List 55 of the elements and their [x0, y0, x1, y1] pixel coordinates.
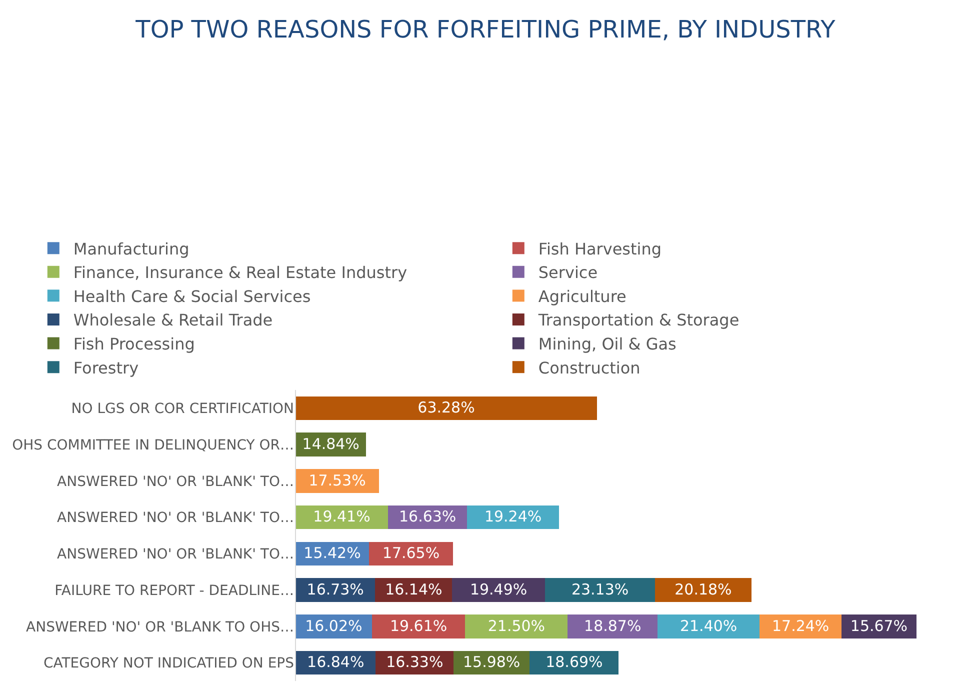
data-label: 21.50% — [488, 616, 546, 635]
bar — [296, 469, 380, 493]
legend-label: Forestry — [73, 358, 139, 378]
legend-label: Transportation & Storage — [537, 310, 740, 330]
y-tick-label: OHS COMMITTEE IN DELINQUENCY OR… — [12, 437, 294, 454]
data-label: 14.84% — [302, 434, 360, 453]
y-tick-label: FAILURE TO REPORT - DEADLINE… — [54, 582, 294, 599]
data-label: 19.49% — [470, 580, 528, 598]
y-tick-label: ANSWERED 'NO' OR 'BLANK TO OHS… — [26, 619, 294, 636]
legend-label: Finance, Insurance & Real Estate Industry — [73, 263, 408, 282]
legend-label: Health Care & Social Services — [73, 286, 311, 306]
data-label: 17.65% — [382, 544, 440, 562]
legend-label: Fish Harvesting — [538, 239, 662, 258]
legend-label: Agriculture — [538, 286, 626, 306]
data-label: 19.61% — [390, 616, 448, 635]
data-label: 16.84% — [307, 653, 364, 672]
y-tick-label: NO LGS OR COR CERTIFICATION — [71, 401, 294, 418]
data-label: 15.98% — [463, 653, 520, 672]
y-tick-label: ANSWERED 'NO' OR 'BLANK' TO… — [57, 510, 294, 526]
bar — [658, 614, 760, 638]
data-label: 16.33% — [386, 653, 444, 672]
data-label: 16.63% — [399, 508, 456, 526]
bar — [452, 578, 545, 602]
legend-label: Service — [538, 263, 598, 282]
data-label: 63.28% — [418, 398, 475, 417]
legend-label: Construction — [538, 358, 640, 378]
data-label: 16.02% — [305, 616, 362, 635]
y-tick-label: CATEGORY NOT INDICATIED ON EPS — [43, 656, 294, 672]
bar — [296, 396, 597, 420]
bar — [372, 614, 466, 638]
legend-label: Manufacturing — [73, 239, 190, 258]
legend-label: Wholesale & Retail Trade — [73, 310, 273, 330]
y-tick-label: ANSWERED 'NO' OR 'BLANK' TO… — [57, 474, 294, 490]
chart-title: TOP TWO REASONS FOR FORFEITING PRIME, BY INDUSTRY — [134, 16, 836, 44]
data-label: 19.41% — [313, 508, 370, 526]
bar — [760, 614, 842, 638]
bar — [655, 578, 752, 602]
data-label: 19.24% — [484, 508, 542, 526]
data-label: 17.53% — [308, 471, 366, 490]
y-tick-label: ANSWERED 'NO' OR 'BLANK' TO… — [57, 546, 294, 563]
data-label: 18.69% — [546, 653, 603, 672]
bar — [568, 614, 658, 638]
data-label: 18.87% — [584, 616, 642, 635]
legend-label: Mining, Oil & Gas — [538, 334, 676, 354]
data-label: 17.24% — [772, 616, 830, 635]
data-label: 16.14% — [385, 580, 442, 598]
data-label: 21.40% — [680, 616, 738, 635]
data-label: 23.13% — [571, 580, 629, 598]
data-label: 15.42% — [304, 544, 361, 562]
data-label: 16.73% — [306, 580, 364, 598]
legend-label: Fish Processing — [73, 334, 195, 354]
bar — [465, 614, 568, 638]
data-label: 20.18% — [674, 580, 732, 598]
bar — [544, 578, 656, 602]
data-label: 15.67% — [850, 616, 908, 635]
